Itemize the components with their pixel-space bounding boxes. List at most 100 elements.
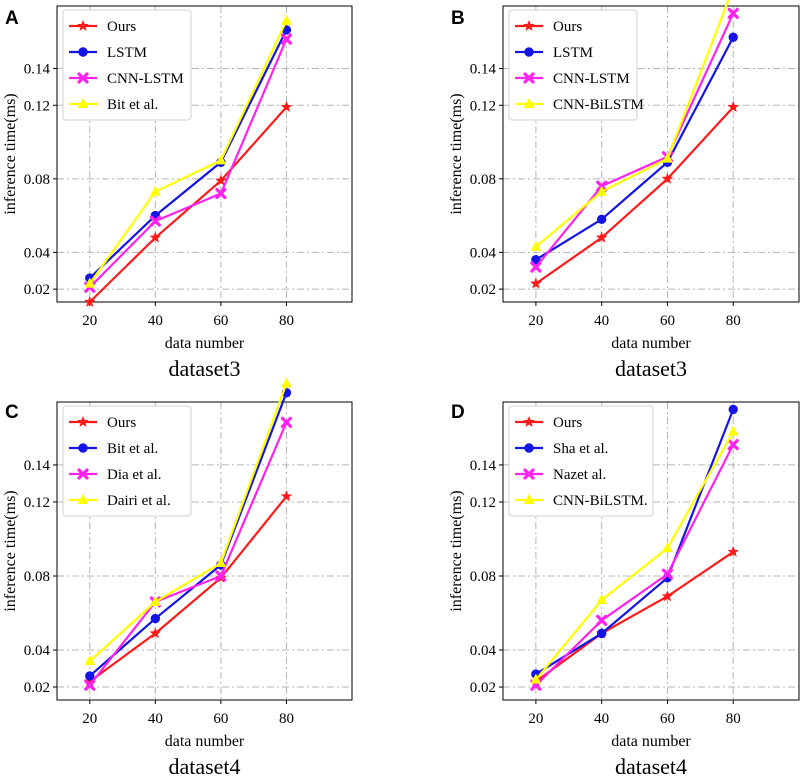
- legend-label: LSTM: [553, 45, 593, 61]
- data-point-marker: [84, 655, 96, 666]
- data-point-marker: [149, 627, 162, 639]
- legend-marker: [77, 493, 89, 504]
- x-axis-label: data number: [611, 335, 691, 352]
- legend-marker-stroke-b: [77, 72, 89, 84]
- data-point-marker-stroke-b: [596, 614, 608, 627]
- series-line: [89, 106, 288, 303]
- legend-marker: [78, 443, 88, 453]
- data-point-marker: [595, 231, 608, 243]
- legend-marker: [523, 19, 535, 32]
- series-ours: [83, 100, 293, 308]
- y-tick-label: 0.04: [24, 245, 51, 261]
- series-line: [88, 38, 288, 289]
- data-point-marker: [84, 679, 96, 691]
- y-tick-label: 0.14: [470, 458, 497, 474]
- x-axis-label: data number: [165, 733, 245, 750]
- series-cnn-lstm: [84, 33, 293, 293]
- legend-label: Ours: [107, 19, 136, 35]
- series-line: [535, 0, 730, 248]
- y-tick-label: 0.12: [24, 495, 50, 511]
- legend-marker: [77, 97, 89, 108]
- panel-letter: B: [451, 8, 465, 29]
- data-point-marker: [530, 240, 542, 251]
- data-point-marker: [596, 628, 607, 639]
- chart-subtitle: dataset4: [615, 754, 687, 777]
- data-point-marker: [215, 570, 227, 582]
- series-line: [535, 444, 735, 686]
- data-point-marker: [280, 416, 293, 428]
- legend-label: Nazet al.: [553, 467, 606, 483]
- legend-marker-stroke-b: [77, 468, 89, 480]
- series-lstm: [531, 32, 738, 265]
- chart-panel-d: D 20 40 60 80 0.02 0.04 0.08 0.12 0.14 data number…: [448, 401, 800, 777]
- x-tick-label: 60: [660, 711, 675, 727]
- y-tick-label: 0.12: [24, 98, 50, 114]
- legend-label: Ours: [107, 415, 136, 431]
- x-tick-label: 60: [660, 313, 675, 329]
- legend-marker: [77, 72, 89, 84]
- legend-marker: [523, 97, 535, 108]
- legend-marker: [524, 443, 534, 453]
- data-point-marker: [83, 295, 96, 308]
- data-point-marker-stroke-b: [727, 7, 739, 19]
- series-line: [89, 29, 288, 279]
- legend-box: [62, 9, 192, 121]
- y-tick-label: 0.08: [24, 172, 50, 188]
- series-line: [89, 495, 288, 683]
- series-line: [535, 36, 735, 261]
- data-point-marker: [662, 542, 673, 553]
- y-tick-label: 0.14: [24, 458, 51, 474]
- x-tick-label: 80: [726, 313, 741, 329]
- legend-box: [508, 405, 654, 517]
- legend-label: Bit et al.: [107, 441, 158, 457]
- series-line: [88, 20, 288, 285]
- x-tick-label: 40: [594, 711, 609, 727]
- legend-label: Ours: [553, 19, 582, 35]
- y-tick-label: 0.12: [470, 98, 496, 114]
- legend-label: Bit et al.: [107, 97, 158, 113]
- x-tick-label: 60: [213, 313, 228, 329]
- data-point-marker: [661, 568, 674, 580]
- data-point-marker: [85, 671, 95, 681]
- legend-marker: [78, 47, 88, 57]
- panel-letter: A: [5, 8, 19, 29]
- series-cnn-bilstm: [530, 0, 730, 251]
- plot-frame: [56, 5, 353, 303]
- data-point-marker-stroke-b: [280, 416, 293, 428]
- y-tick-label: 0.14: [470, 62, 497, 78]
- data-point-marker: [149, 231, 162, 243]
- series-cnn-bilstm: [530, 425, 739, 684]
- data-point-marker: [215, 154, 227, 165]
- data-point-marker: [280, 490, 293, 502]
- data-point-marker-stroke-b: [661, 568, 674, 580]
- data-point-marker: [529, 277, 542, 289]
- x-tick-label: 40: [594, 313, 609, 329]
- legend: Ours LSTM CNN-LSTM Bit et al.: [62, 9, 192, 121]
- legend-marker: [523, 493, 535, 504]
- data-point-marker: [530, 673, 542, 684]
- y-tick-label: 0.02: [24, 282, 50, 298]
- chart-subtitle: dataset4: [168, 754, 240, 777]
- data-point-marker: [84, 277, 96, 288]
- chart-subtitle: dataset3: [615, 356, 687, 381]
- data-point-marker: [727, 7, 739, 19]
- x-tick-label: 40: [148, 313, 163, 329]
- data-point-marker: [530, 261, 542, 273]
- data-point-marker: [727, 100, 740, 113]
- y-tick-label: 0.02: [24, 680, 50, 696]
- legend-label: CNN-LSTM: [107, 71, 184, 87]
- y-axis-label: inference time(ms): [448, 490, 465, 611]
- y-tick-label: 0.08: [470, 172, 496, 188]
- data-point-marker: [596, 614, 608, 627]
- legend-box: [508, 9, 638, 121]
- panel-letter: C: [5, 402, 19, 423]
- chart-panel-b: B 20 40 60 80 0.02 0.04 0.08 0.12 0.14 data number…: [448, 0, 800, 381]
- chart-panel-c: C 20 40 60 80 0.02 0.04 0.08 0.12 0.14 data number…: [2, 377, 353, 777]
- data-point-marker-stroke-b: [215, 570, 227, 582]
- data-point-marker-stroke-b: [280, 33, 293, 45]
- chart-panel-a: A 20 40 60 80 0.02 0.04 0.08 0.12 0.14 data number…: [2, 5, 353, 381]
- data-point-marker: [280, 33, 293, 45]
- x-tick-label: 80: [279, 711, 294, 727]
- x-tick-label: 20: [82, 711, 97, 727]
- data-point-marker: [215, 187, 227, 200]
